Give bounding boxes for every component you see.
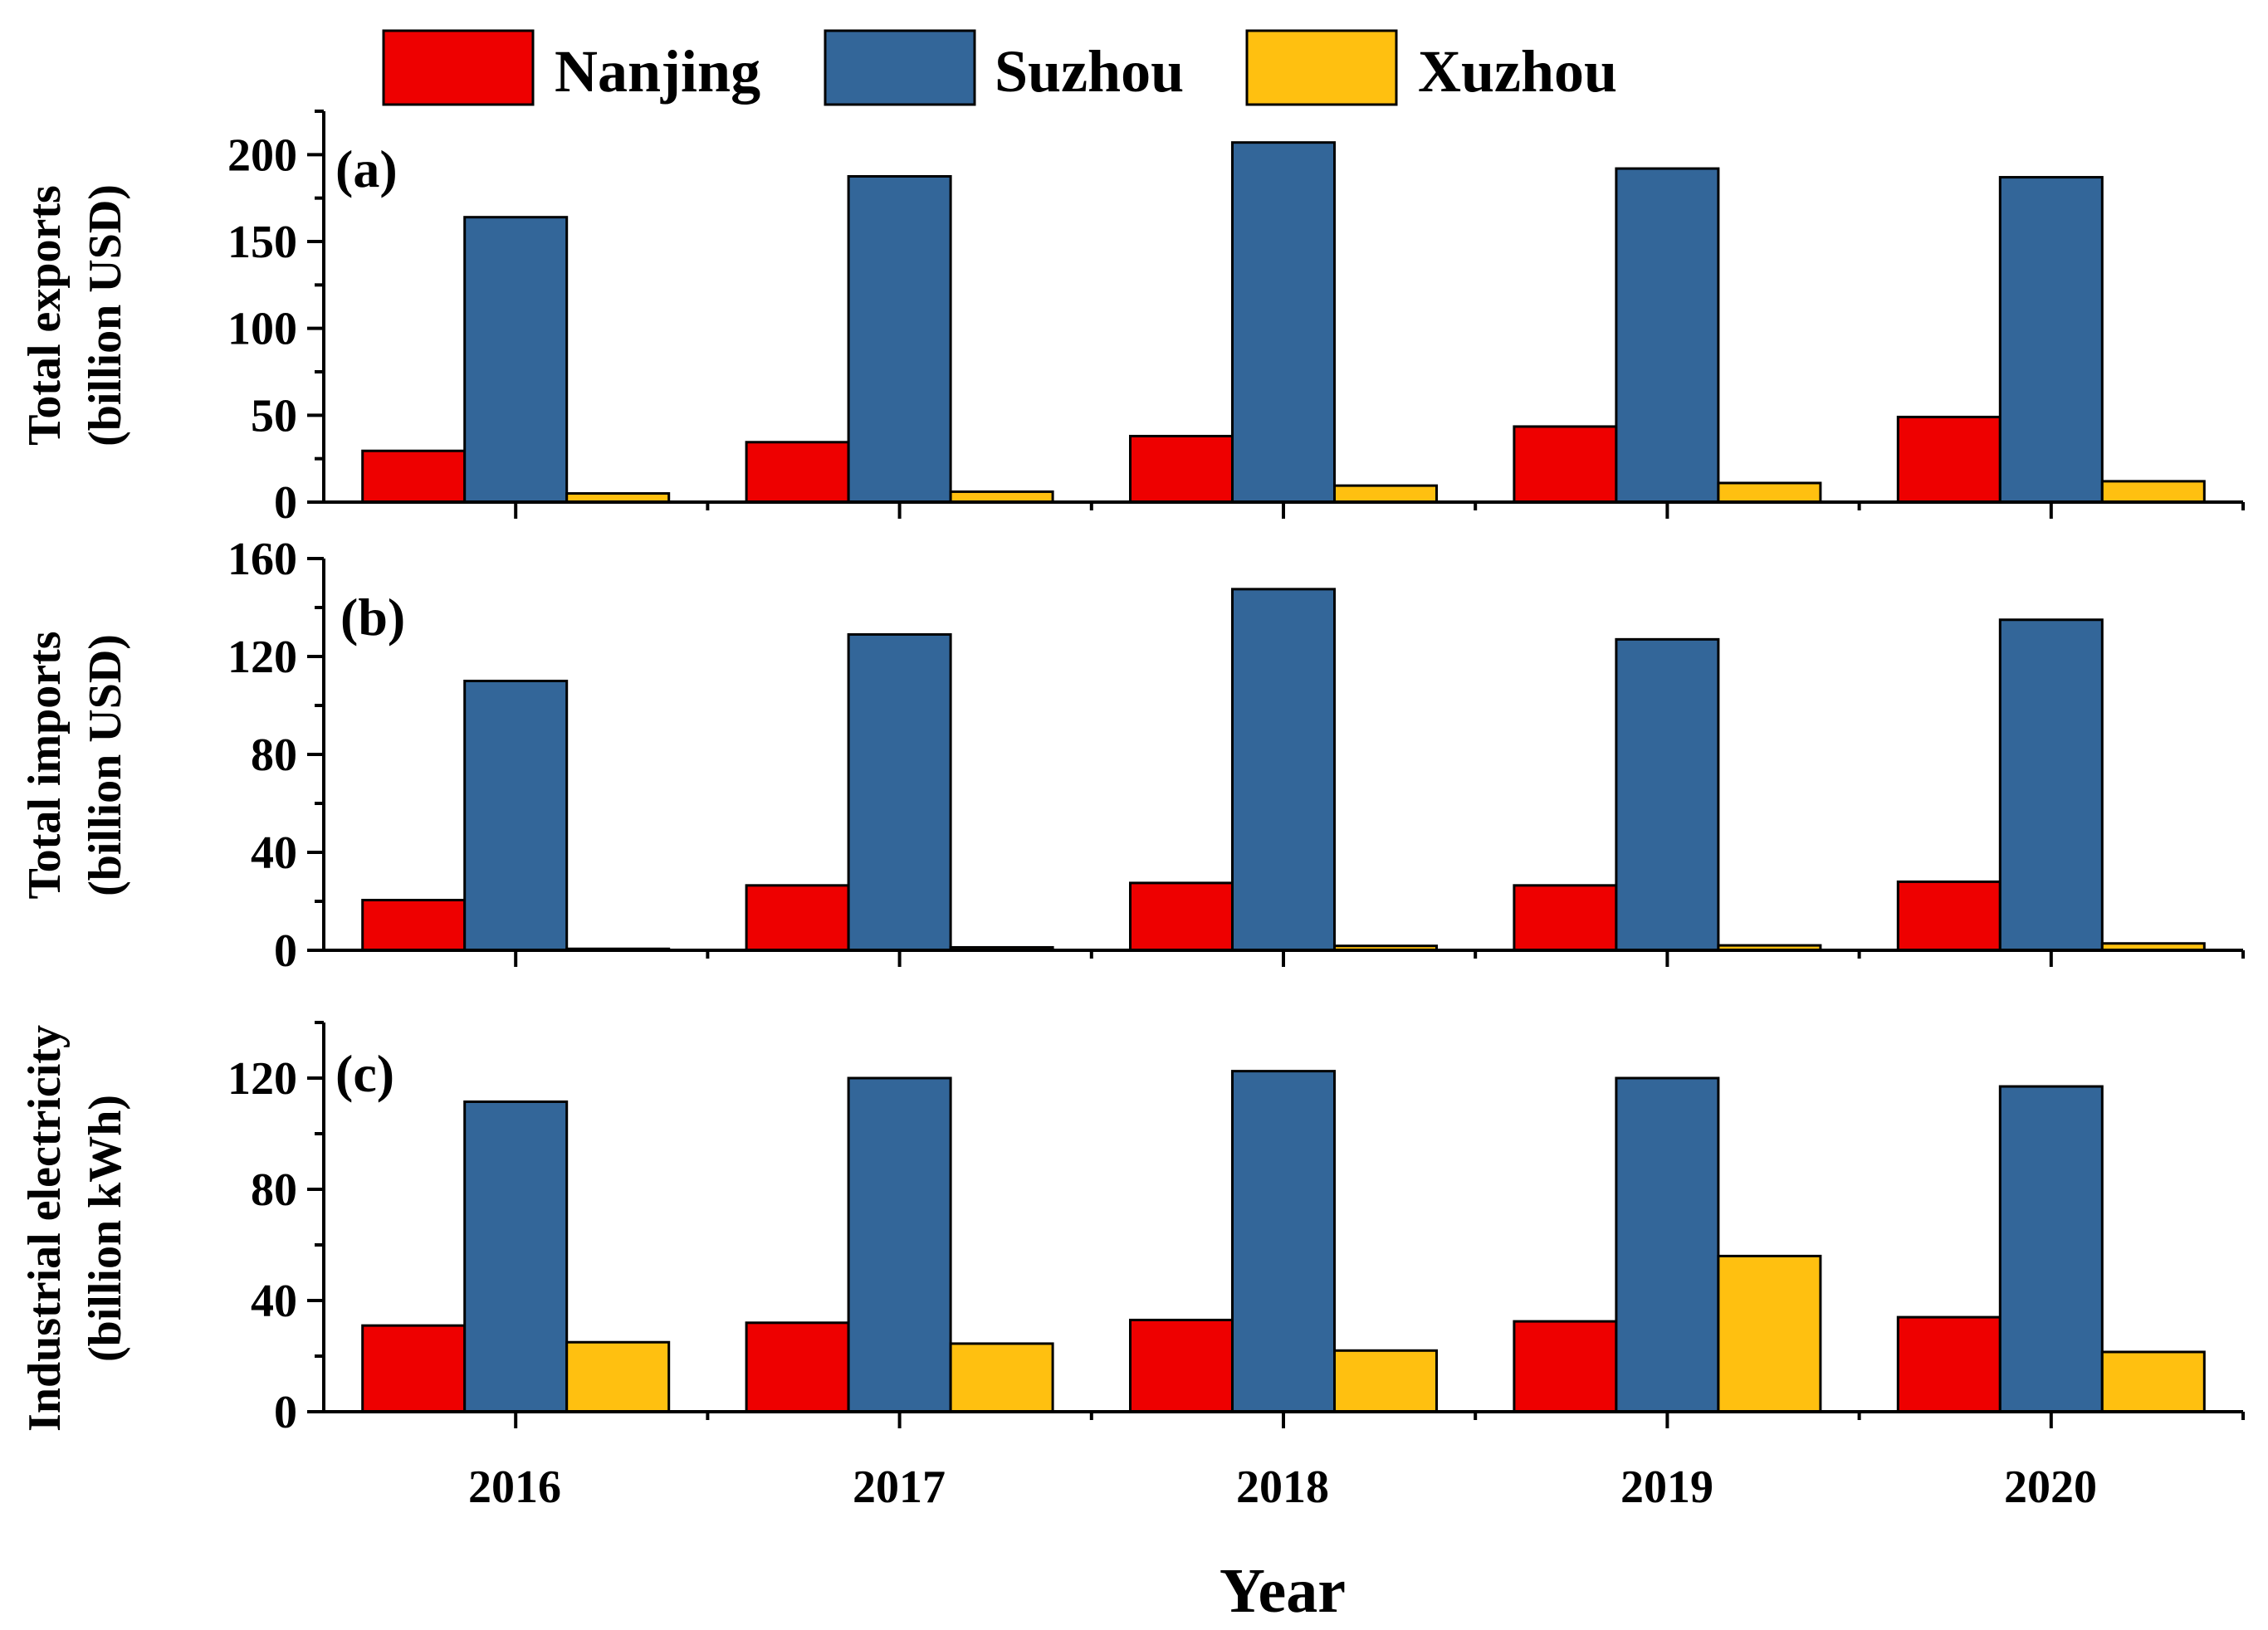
bar-exports-suzhou-2017 <box>847 175 952 504</box>
legend-label-xuzhou: Xuzhou <box>1418 38 1617 105</box>
bar-electricity-suzhou-2020 <box>1998 1085 2104 1413</box>
legend: Nanjing Suzhou Xuzhou <box>382 29 1617 106</box>
bars-electricity <box>361 1070 2206 1413</box>
bar-electricity-xuzhou-2017 <box>949 1342 1054 1413</box>
panel-tag-c: (c) <box>335 1044 394 1103</box>
y-tick-label-imports: 160 <box>227 534 297 585</box>
legend-swatch-xuzhou <box>1245 29 1398 106</box>
bar-electricity-suzhou-2019 <box>1615 1076 1720 1413</box>
legend-label-nanjing: Nanjing <box>555 38 760 105</box>
bar-exports-nanjing-2018 <box>1129 434 1234 504</box>
bar-imports-suzhou-2017 <box>847 632 952 952</box>
axes-electricity: 0 40 80 120 <box>227 1021 2245 1438</box>
bar-electricity-nanjing-2020 <box>1896 1315 2002 1413</box>
ylabel-imports-line1: Total imports <box>19 631 71 899</box>
x-tick-label-2017: 2017 <box>853 1462 946 1513</box>
y-tick-label-imports: 80 <box>251 730 297 781</box>
panel-tag-a: (a) <box>335 139 398 198</box>
bar-imports-suzhou-2016 <box>463 680 569 952</box>
bar-exports-xuzhou-2018 <box>1333 484 1438 504</box>
ylabel-electricity-line2: (billion kWh) <box>80 1095 131 1362</box>
bar-electricity-nanjing-2018 <box>1129 1318 1234 1413</box>
bar-electricity-xuzhou-2020 <box>2100 1350 2206 1413</box>
bar-imports-suzhou-2020 <box>1998 618 2104 952</box>
x-tick-label-2018: 2018 <box>1236 1462 1329 1513</box>
legend-label-suzhou: Suzhou <box>995 38 1184 105</box>
bar-exports-xuzhou-2020 <box>2100 480 2206 504</box>
bar-imports-suzhou-2018 <box>1231 588 1336 952</box>
bar-imports-nanjing-2018 <box>1129 881 1234 952</box>
bar-exports-nanjing-2019 <box>1513 425 1618 504</box>
y-tick-label-exports: 0 <box>274 477 297 529</box>
bar-exports-suzhou-2020 <box>1998 176 2104 504</box>
bar-electricity-nanjing-2019 <box>1513 1320 1618 1413</box>
bars-imports <box>361 588 2206 952</box>
y-tick-label-exports: 200 <box>227 129 297 181</box>
x-tick-label-2016: 2016 <box>468 1462 561 1513</box>
axes-exports: 0 50 100 150 200 <box>227 110 2245 529</box>
bar-exports-xuzhou-2019 <box>1717 481 1822 504</box>
y-tick-label-imports: 120 <box>227 632 297 683</box>
bar-electricity-nanjing-2016 <box>361 1324 467 1413</box>
y-tick-label-electricity: 80 <box>251 1164 297 1216</box>
bar-exports-nanjing-2016 <box>361 449 467 504</box>
bar-exports-suzhou-2016 <box>463 216 569 504</box>
panel-tag-b: (b) <box>340 588 405 647</box>
bar-electricity-xuzhou-2016 <box>565 1340 671 1413</box>
y-tick-label-imports: 40 <box>251 827 297 879</box>
y-tick-label-exports: 100 <box>227 304 297 355</box>
y-tick-label-exports: 50 <box>251 390 297 442</box>
bar-electricity-suzhou-2016 <box>463 1100 569 1413</box>
legend-swatch-suzhou <box>824 29 976 106</box>
bar-exports-nanjing-2020 <box>1896 415 2002 504</box>
bar-exports-nanjing-2017 <box>745 441 850 504</box>
y-tick-label-imports: 0 <box>274 925 297 977</box>
bar-imports-suzhou-2019 <box>1615 637 1720 952</box>
bar-imports-nanjing-2016 <box>361 899 467 952</box>
ylabel-exports-line2: (billion USD) <box>80 184 131 447</box>
bar-imports-nanjing-2019 <box>1513 884 1618 952</box>
bar-electricity-xuzhou-2018 <box>1333 1349 1438 1413</box>
bar-exports-suzhou-2019 <box>1615 167 1720 504</box>
bar-exports-suzhou-2018 <box>1231 141 1336 504</box>
bar-electricity-nanjing-2017 <box>745 1321 850 1413</box>
bar-electricity-suzhou-2017 <box>847 1076 952 1413</box>
ylabel-exports-line1: Total exports <box>19 185 71 446</box>
bars-exports <box>361 141 2206 504</box>
bar-electricity-suzhou-2018 <box>1231 1070 1336 1413</box>
ylabel-electricity-line1: Industrial electricity <box>19 1025 71 1432</box>
bar-imports-nanjing-2020 <box>1896 880 2002 952</box>
bar-electricity-xuzhou-2019 <box>1717 1254 1822 1413</box>
axes-imports: 0 40 80 120 160 <box>227 534 2245 977</box>
y-tick-label-electricity: 0 <box>274 1387 297 1438</box>
panel-electricity: (c) Industrial electricity (billion kWh)… <box>19 1021 2245 1438</box>
bar-imports-nanjing-2017 <box>745 884 850 952</box>
x-tick-label-2019: 2019 <box>1620 1462 1713 1513</box>
x-tick-labels: 2016 2017 2018 2019 2020 <box>468 1462 2097 1513</box>
ylabel-imports-line2: (billion USD) <box>80 634 131 896</box>
y-tick-label-electricity: 40 <box>251 1276 297 1327</box>
legend-swatch-nanjing <box>382 29 535 106</box>
y-tick-label-electricity: 120 <box>227 1053 297 1105</box>
panel-exports: (a) Total exports (billion USD) 0 50 100 15… <box>19 110 2245 529</box>
panel-imports: (b) Total imports (billion USD) 0 40 80 120… <box>19 534 2245 977</box>
x-tick-label-2020: 2020 <box>2004 1462 2097 1513</box>
x-axis-title: Year <box>1220 1556 1346 1626</box>
y-tick-label-exports: 150 <box>227 217 297 268</box>
